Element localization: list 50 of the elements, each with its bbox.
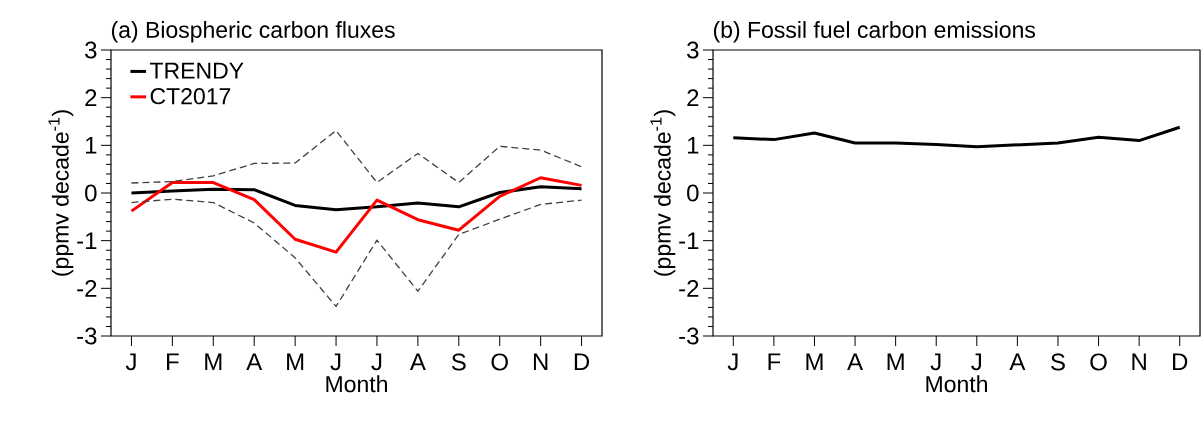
x-tick-label: O	[491, 353, 508, 371]
y-tick-label: -2	[77, 279, 97, 297]
x-tick-label: M	[887, 353, 904, 371]
x-tick-label: D	[574, 353, 590, 371]
y-tick-label: 0	[85, 184, 97, 202]
y-tick-label: -1	[77, 232, 97, 249]
x-tick-label: N	[1132, 353, 1146, 371]
x-tick-label: F	[167, 353, 179, 371]
x-tick-label: J	[330, 353, 341, 371]
y-tick-label: 1	[85, 137, 97, 154]
legend-label: TRENDY	[150, 62, 244, 79]
x-tick-label: M	[287, 353, 304, 371]
x-axis-title: Month	[926, 375, 987, 393]
x-tick-label: A	[246, 353, 263, 371]
y-tick-label: -1	[679, 232, 699, 249]
y-tick-label: -3	[77, 327, 97, 345]
y-tick-label: 1	[687, 137, 699, 154]
line-series	[130, 198, 583, 308]
x-tick-label: J	[971, 353, 982, 371]
line-series	[129, 176, 584, 254]
y-tick-label: -3	[679, 327, 699, 345]
y-axis-title: (ppmv decade$^{-1}$)	[48, 110, 74, 276]
x-tick-label: S	[451, 353, 466, 371]
y-axis-title: (ppmv decade$^{-1}$)	[650, 110, 676, 276]
y-tick-label: -2	[679, 279, 699, 297]
x-tick-label: J	[371, 353, 382, 371]
x-tick-label: J	[125, 353, 136, 371]
chart-title: (b) Fossil fuel carbon emissions	[713, 21, 1036, 43]
x-tick-label: D	[1173, 353, 1188, 371]
x-tick-label: A	[847, 353, 864, 371]
y-tick-label: 2	[687, 89, 699, 107]
x-axis-title: Month	[326, 375, 387, 393]
x-tick-label: F	[768, 353, 781, 371]
line-series	[129, 185, 584, 212]
y-tick-label: 3	[687, 41, 699, 59]
x-tick-label: M	[205, 353, 222, 371]
y-tick-label: 3	[85, 41, 97, 59]
chart-title: (a) Biospheric carbon fluxes	[111, 21, 395, 43]
x-tick-label: A	[409, 353, 426, 371]
x-tick-label: M	[806, 353, 823, 371]
x-tick-label: J	[930, 353, 941, 371]
line-series	[130, 129, 583, 184]
x-tick-label: O	[1090, 353, 1107, 371]
x-tick-label: N	[533, 353, 548, 371]
x-tick-label: S	[1051, 353, 1065, 371]
y-tick-label: 2	[85, 89, 97, 107]
y-tick-label: 0	[687, 184, 699, 202]
x-tick-label: A	[1009, 353, 1026, 371]
legend-label: CT2017	[150, 88, 231, 105]
x-tick-label: J	[727, 353, 738, 371]
